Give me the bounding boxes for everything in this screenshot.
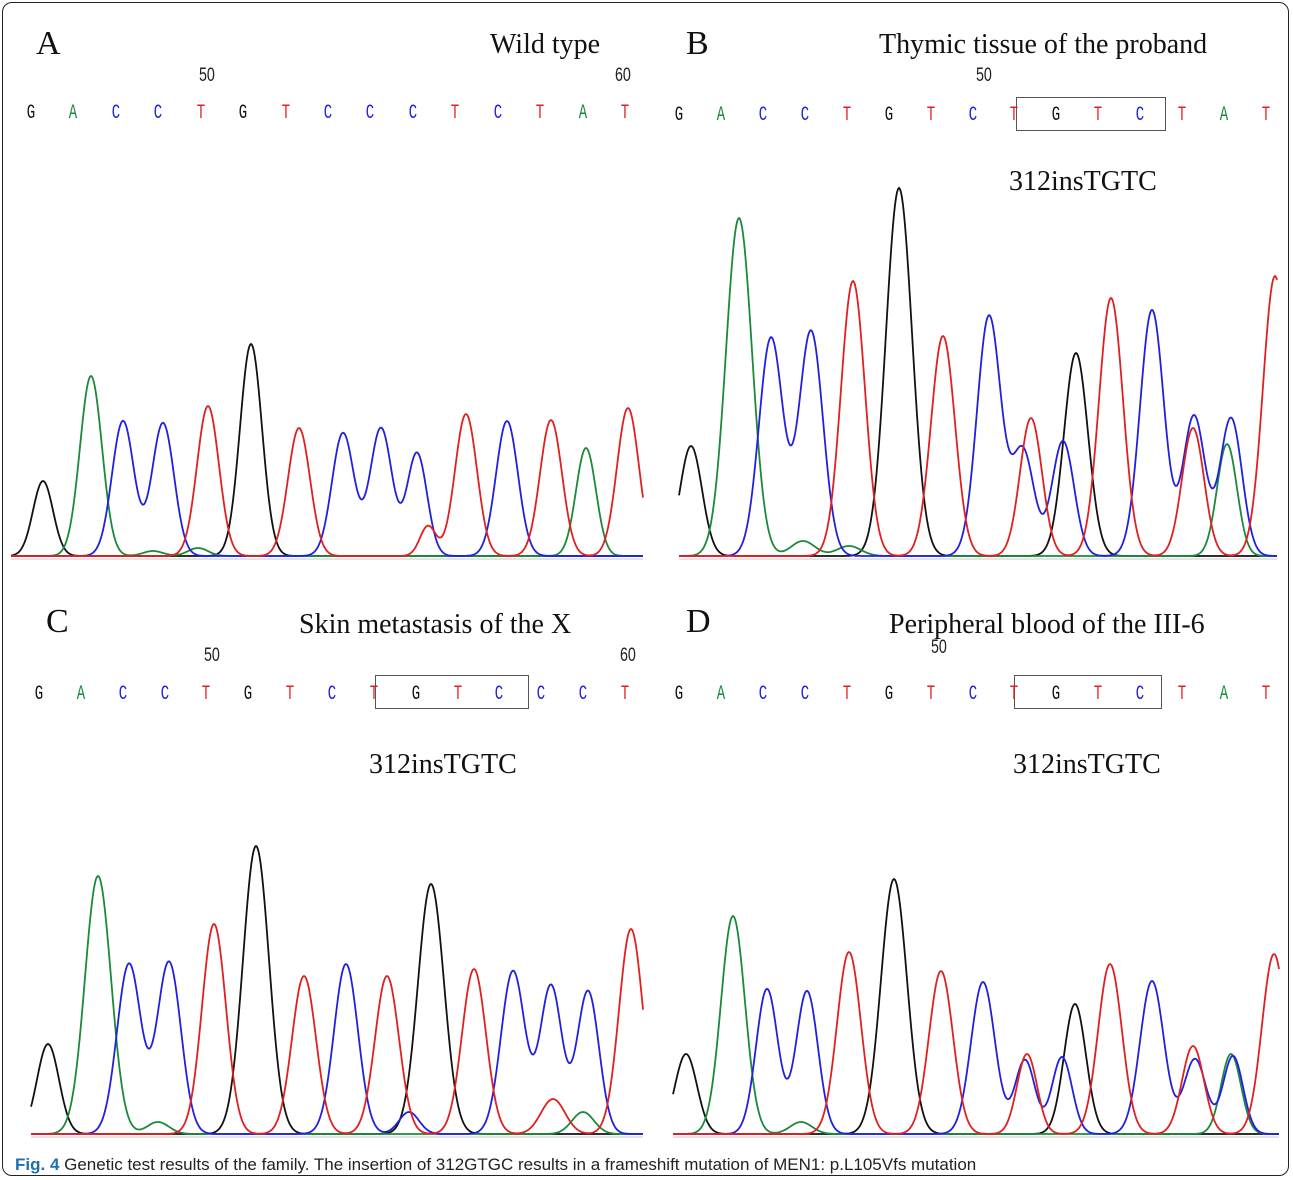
base-call: T: [842, 104, 851, 127]
trace-c: [11, 419, 643, 557]
trace-t: [679, 274, 1278, 557]
base-call: C: [800, 104, 809, 127]
base-call: T: [285, 683, 295, 706]
panel-title: Peripheral blood of the III-6: [889, 609, 1205, 640]
base-call: C: [154, 102, 163, 125]
base-call: T: [926, 683, 935, 706]
position-label: 50: [931, 637, 947, 658]
base-call: G: [34, 683, 44, 706]
base-call: C: [111, 102, 121, 125]
base-call: C: [118, 683, 127, 706]
caption-label: Fig. 4: [15, 1155, 60, 1174]
base-call: C: [1135, 683, 1145, 706]
position-label: 50: [199, 65, 215, 86]
trace-a: [11, 374, 643, 557]
base-call: C: [537, 683, 546, 706]
base-call: C: [1135, 104, 1145, 127]
base-call: C: [408, 102, 418, 125]
panel-title: Skin metastasis of the X: [299, 609, 572, 640]
base-call: T: [1010, 683, 1019, 706]
trace-t: [673, 950, 1280, 1135]
base-call: T: [196, 102, 205, 125]
base-call: G: [238, 102, 248, 125]
panel-letter: C: [46, 603, 69, 640]
position-label: 60: [620, 645, 636, 666]
base-call: T: [1177, 104, 1187, 127]
base-call: T: [451, 102, 460, 125]
base-call: A: [578, 102, 587, 125]
base-call: G: [1052, 104, 1061, 127]
mutation-box: [1016, 97, 1166, 131]
base-call: C: [366, 102, 375, 125]
caption-text: Genetic test results of the family. The …: [59, 1155, 977, 1174]
base-call: C: [578, 683, 588, 706]
chromatogram-trace: [10, 342, 644, 560]
base-call: G: [244, 683, 253, 706]
mutation-box: [1014, 675, 1162, 709]
mutation-label: 312insTGTC: [369, 749, 517, 780]
base-call: G: [26, 102, 36, 125]
panel-title: Thymic tissue of the proband: [879, 29, 1208, 60]
base-call: T: [1261, 104, 1271, 127]
base-call: T: [1010, 104, 1019, 127]
panel-letter: A: [36, 25, 61, 62]
base-call: C: [323, 102, 333, 125]
trace-t: [31, 922, 644, 1135]
trace-a: [679, 216, 1277, 557]
base-call: T: [1177, 683, 1187, 706]
base-call: C: [493, 102, 502, 125]
base-call: T: [202, 683, 211, 706]
trace-a: [673, 914, 1279, 1135]
mutation-label: 312insTGTC: [1013, 749, 1161, 780]
base-call: A: [1219, 104, 1229, 127]
base-call: A: [69, 102, 78, 125]
base-call: C: [968, 104, 977, 127]
base-call: G: [1052, 683, 1061, 706]
trace-t: [11, 404, 644, 557]
base-call: C: [327, 683, 337, 706]
base-call: T: [369, 683, 379, 706]
panel-title: Wild type: [490, 29, 601, 60]
chromatogram-trace: [672, 877, 1280, 1138]
trace-c: [31, 960, 643, 1135]
base-call: T: [842, 683, 851, 706]
chromatogram-trace: [30, 844, 644, 1138]
base-call: G: [411, 683, 420, 706]
base-call: T: [620, 683, 630, 706]
trace-c: [679, 308, 1277, 557]
panel-letter: D: [686, 603, 711, 640]
base-call: T: [1094, 683, 1103, 706]
base-call: T: [281, 102, 290, 125]
base-call: G: [884, 683, 893, 706]
base-call: T: [1094, 104, 1103, 127]
position-label: 50: [976, 65, 992, 86]
base-call: G: [674, 104, 684, 127]
panel-letter: B: [686, 25, 709, 62]
position-label: 50: [204, 645, 220, 666]
base-call: T: [926, 104, 935, 127]
base-call: T: [453, 683, 462, 706]
mutation-box: [375, 675, 529, 709]
trace-a: [31, 874, 643, 1135]
chromatogram-trace: [678, 186, 1278, 560]
base-call: A: [716, 104, 726, 127]
base-call: T: [620, 102, 630, 125]
base-call: A: [1219, 683, 1229, 706]
base-call: T: [535, 102, 545, 125]
figure-caption: Fig. 4 Genetic test results of the famil…: [15, 1155, 976, 1175]
base-call: A: [76, 683, 86, 706]
base-call: C: [495, 683, 504, 706]
base-call: C: [160, 683, 169, 706]
base-call: C: [800, 683, 809, 706]
base-call: C: [758, 104, 768, 127]
base-call: C: [758, 683, 768, 706]
base-call: C: [968, 683, 977, 706]
base-call: G: [674, 683, 684, 706]
position-label: 60: [615, 65, 631, 86]
base-call: A: [716, 683, 726, 706]
base-call: T: [1261, 683, 1271, 706]
base-call: G: [884, 104, 893, 127]
mutation-label: 312insTGTC: [1009, 166, 1157, 197]
